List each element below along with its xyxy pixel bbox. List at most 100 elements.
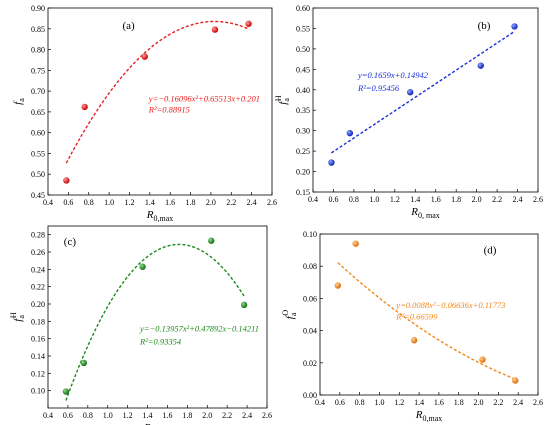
x-tick-label: 2.0 bbox=[474, 398, 484, 407]
y-tick-label: 0.85 bbox=[31, 25, 45, 34]
data-point bbox=[208, 237, 215, 244]
x-tick-label: 2.6 bbox=[533, 398, 543, 407]
fit-equation: y=0.1659x+0.14942 bbox=[357, 70, 429, 80]
x-tick-label: 2.4 bbox=[242, 411, 252, 420]
y-tick-label: 0.45 bbox=[296, 65, 310, 74]
x-tick-label: 1.6 bbox=[431, 195, 441, 204]
y-tick-label: 0.90 bbox=[31, 4, 45, 13]
data-point bbox=[211, 26, 219, 33]
data-point bbox=[334, 282, 342, 289]
x-tick-label: 1.8 bbox=[182, 411, 192, 420]
data-point bbox=[346, 129, 354, 137]
x-tick-label: 2.4 bbox=[513, 195, 523, 204]
x-tick-label: 0.6 bbox=[63, 411, 73, 420]
y-axis-label: faH bbox=[9, 312, 26, 322]
x-tick-label: 1.6 bbox=[165, 198, 175, 207]
data-point bbox=[240, 301, 248, 309]
x-tick-label: 0.6 bbox=[328, 195, 338, 204]
data-point bbox=[328, 159, 335, 166]
panel-label: (d) bbox=[484, 245, 497, 257]
y-tick-label: 0.02 bbox=[303, 359, 317, 368]
data-point bbox=[81, 103, 88, 111]
x-axis-label: R0, max bbox=[410, 206, 440, 220]
y-tick-label: 0.65 bbox=[31, 108, 45, 117]
x-tick-label: 0.8 bbox=[349, 195, 359, 204]
x-tick-label: 1.4 bbox=[143, 411, 153, 420]
chart-panel-a: 0.4 0.6 0.8 1.0 1.2 1.4 1.6 1.8 2.0 2.2 2.4 2.6 0.45… bbox=[12, 4, 277, 223]
data-point bbox=[62, 388, 70, 395]
x-tick-label: 2.2 bbox=[492, 195, 502, 204]
x-tick-label: 2.2 bbox=[493, 398, 503, 407]
y-tick-label: 0.12 bbox=[31, 369, 45, 378]
y-tick-label: 0.15 bbox=[296, 188, 310, 197]
x-tick-label: 1.6 bbox=[162, 411, 172, 420]
fit-curve bbox=[331, 30, 515, 154]
y-tick-label: 0.60 bbox=[31, 129, 45, 138]
panel-label: (c) bbox=[64, 236, 77, 248]
r-squared-label: R²=0.93354 bbox=[139, 336, 182, 346]
x-tick-label: 1.2 bbox=[123, 411, 133, 420]
x-tick-label: 2.6 bbox=[267, 198, 277, 207]
data-point bbox=[512, 377, 519, 384]
y-tick-label: 0.22 bbox=[31, 283, 45, 292]
panel-label: (a) bbox=[123, 20, 136, 32]
y-tick-label: 0.50 bbox=[296, 45, 310, 54]
x-tick-label: 1.4 bbox=[145, 198, 155, 207]
x-tick-label: 1.0 bbox=[104, 198, 114, 207]
data-point bbox=[511, 23, 518, 30]
plot-frame bbox=[47, 225, 268, 409]
x-tick-label: 1.0 bbox=[369, 195, 379, 204]
y-tick-label: 0.60 bbox=[296, 4, 310, 13]
y-tick-label: 0.75 bbox=[31, 66, 45, 75]
x-axis-label: R0,max bbox=[146, 209, 174, 223]
x-tick-label: 2.0 bbox=[206, 198, 216, 207]
fit-equation: y=−0.16096x²+0.65513x+0.201 bbox=[148, 94, 260, 104]
x-tick-label: 1.8 bbox=[451, 195, 461, 204]
panel-label: (b) bbox=[478, 20, 491, 32]
y-axis-label: faO bbox=[281, 310, 298, 320]
data-point bbox=[141, 53, 148, 60]
y-tick-label: 0.30 bbox=[296, 127, 310, 136]
y-tick-label: 0.00 bbox=[303, 391, 317, 400]
x-axis-label: R0,max bbox=[143, 422, 171, 425]
x-tick-label: 1.0 bbox=[374, 398, 384, 407]
data-point bbox=[406, 89, 414, 96]
y-tick-label: 0.14 bbox=[31, 352, 45, 361]
y-tick-label: 0.55 bbox=[31, 149, 45, 158]
y-tick-label: 0.18 bbox=[31, 317, 45, 326]
y-tick-label: 0.50 bbox=[31, 170, 45, 179]
x-axis-label: R0,max bbox=[415, 409, 443, 423]
x-tick-label: 2.0 bbox=[472, 195, 482, 204]
x-tick-label: 0.4 bbox=[43, 198, 53, 207]
x-tick-label: 2.4 bbox=[247, 198, 257, 207]
x-tick-label: 1.0 bbox=[103, 411, 113, 420]
y-tick-label: 0.26 bbox=[31, 248, 45, 257]
x-tick-label: 0.4 bbox=[43, 411, 53, 420]
fit-curve bbox=[337, 262, 516, 380]
r-squared-label: R²=0.66599 bbox=[395, 311, 438, 321]
x-tick-label: 0.4 bbox=[315, 398, 325, 407]
data-point bbox=[245, 20, 252, 27]
r-squared-label: R²=0.88915 bbox=[148, 105, 190, 115]
fit-equation: y=−0.13957x²+0.47892x−0.14211 bbox=[139, 324, 259, 334]
x-tick-label: 0.8 bbox=[83, 411, 93, 420]
x-tick-label: 0.8 bbox=[355, 398, 365, 407]
data-point bbox=[410, 337, 418, 344]
y-tick-label: 0.40 bbox=[296, 86, 310, 95]
data-point bbox=[479, 356, 486, 363]
x-tick-label: 1.4 bbox=[410, 195, 420, 204]
x-tick-label: 2.2 bbox=[226, 198, 236, 207]
y-tick-label: 0.20 bbox=[31, 300, 45, 309]
chart-panel-d: 0.4 0.6 0.8 1.0 1.2 1.4 1.6 1.8 2.0 2.2 2.4 2.6 0.00… bbox=[281, 230, 543, 423]
x-tick-label: 1.8 bbox=[454, 398, 464, 407]
plot-frame bbox=[47, 7, 273, 196]
y-tick-label: 0.20 bbox=[296, 168, 310, 177]
data-point bbox=[139, 263, 146, 270]
y-tick-label: 0.04 bbox=[303, 327, 317, 336]
y-axis-label: fa bbox=[12, 98, 26, 105]
data-point bbox=[63, 177, 70, 184]
chart-panel-b: 0.4 0.6 0.8 1.0 1.2 1.4 1.6 1.8 2.0 2.2 2.4 2.6 0.15… bbox=[274, 4, 543, 220]
y-tick-label: 0.06 bbox=[303, 294, 317, 303]
y-tick-label: 0.28 bbox=[31, 231, 45, 240]
